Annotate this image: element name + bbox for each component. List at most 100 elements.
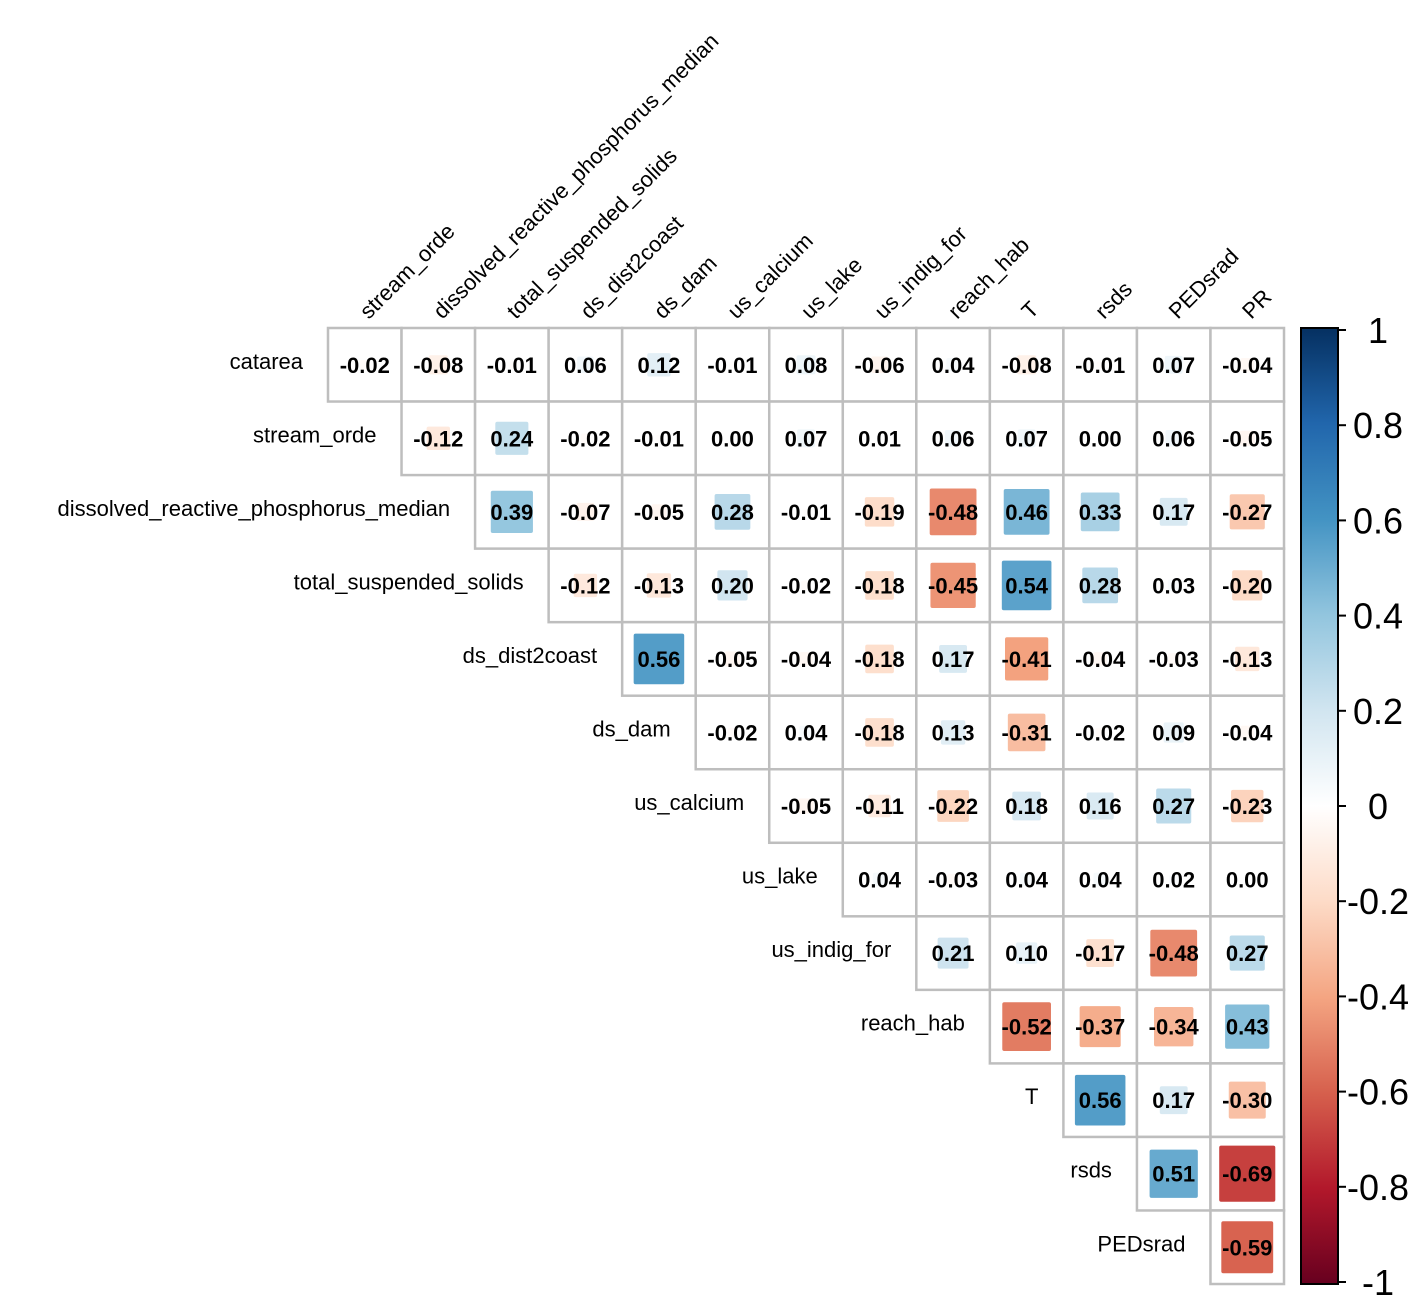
legend-tick-label: 0 — [1368, 786, 1388, 827]
row-label: PEDsrad — [1097, 1231, 1185, 1256]
correlation-square — [1096, 361, 1104, 369]
correlation-square — [1219, 1145, 1276, 1202]
correlation-square — [1163, 722, 1184, 743]
row-label: T — [1025, 1084, 1038, 1109]
cell-value-label: 0.00 — [711, 426, 754, 451]
correlation-square — [714, 493, 751, 530]
cell-value-label: 0.27 — [1226, 941, 1269, 966]
cell-value-label: 0.07 — [785, 426, 828, 451]
cell-value-label: 0.08 — [785, 353, 828, 378]
cell-value-label: -0.59 — [1222, 1235, 1272, 1260]
correlation-square — [865, 644, 894, 674]
cell-value-label: 0.46 — [1005, 500, 1048, 525]
correlation-square — [797, 429, 815, 448]
correlation-square — [490, 490, 533, 533]
cells: -0.02 -0.08 -0.01 0.06 0.12 -0.01 0.08 -0.06 0.0… — [340, 353, 1276, 1274]
cell-value-label: 0.17 — [1152, 1088, 1195, 1113]
correlation-square — [1156, 788, 1192, 824]
legend-colorbar — [1300, 327, 1339, 1285]
correlation-square — [872, 872, 887, 887]
correlation-square — [798, 798, 814, 814]
cell-value-label: 0.33 — [1079, 500, 1122, 525]
legend-tick-label: 0.4 — [1353, 596, 1403, 637]
row-labels: catarea stream_orde dissolved_reactive_pho… — [57, 349, 1185, 1256]
cell-value-label: -0.04 — [1222, 353, 1273, 378]
cell-value-label: -0.34 — [1149, 1015, 1200, 1040]
correlation-square — [428, 355, 448, 375]
cell-value-label: -0.08 — [413, 353, 463, 378]
cell-value-label: -0.13 — [1222, 647, 1272, 672]
row-label: ds_dam — [592, 716, 670, 741]
correlation-square — [1015, 942, 1038, 964]
row-label: us_lake — [742, 864, 818, 889]
correlation-square — [724, 651, 741, 667]
legend-tick-label: -0.8 — [1347, 1167, 1409, 1208]
correlation-square — [929, 488, 977, 536]
cell-value-label: 0.56 — [638, 647, 681, 672]
cell-value-label: -0.04 — [1075, 647, 1126, 672]
row-label: total_suspended_solids — [294, 569, 524, 594]
correlation-square — [1149, 1149, 1198, 1198]
correlation-square — [930, 562, 976, 609]
correlation-square — [1082, 567, 1119, 604]
correlation-square — [802, 508, 810, 516]
column-label: rsds — [1090, 276, 1137, 323]
cell-value-label: -0.03 — [928, 868, 978, 893]
cell-value-label: -0.11 — [855, 794, 904, 819]
cell-value-label: 0.06 — [932, 426, 975, 451]
cell-value-label: -0.05 — [634, 500, 684, 525]
correlation-square — [1080, 492, 1120, 532]
cell-value-label: -0.45 — [928, 573, 978, 598]
cell-value-label: -0.05 — [1222, 426, 1272, 451]
cell-value-label: 0.00 — [1226, 868, 1269, 893]
cell-value-label: -0.06 — [854, 353, 904, 378]
cell-value-label: -0.02 — [1075, 720, 1125, 745]
correlation-square — [1002, 1002, 1051, 1051]
correlation-square — [1012, 791, 1041, 821]
cell-value-label: -0.02 — [560, 426, 610, 451]
cell-value-label: -0.08 — [1002, 353, 1052, 378]
correlation-square — [1095, 727, 1105, 738]
cell-value-label: -0.01 — [1075, 353, 1125, 378]
cell-value-label: -0.48 — [1149, 941, 1199, 966]
correlation-square — [1093, 872, 1107, 887]
correlation-square — [426, 426, 451, 451]
correlation-square — [1017, 355, 1037, 375]
cell-value-label: 0.06 — [1152, 426, 1195, 451]
correlation-square — [1159, 1086, 1188, 1115]
correlation-square — [577, 356, 594, 374]
cell-value-label: -0.48 — [928, 500, 978, 525]
correlation-square — [801, 580, 811, 591]
cell-value-label: -0.31 — [1002, 720, 1052, 745]
cell-value-label: 0.02 — [1152, 868, 1195, 893]
correlation-square — [1150, 929, 1198, 977]
column-label: PR — [1237, 284, 1276, 323]
cell-value-label: 0.54 — [1005, 573, 1049, 598]
row-label: catarea — [230, 349, 304, 374]
column-label: T — [1016, 296, 1043, 323]
cell-value-label: -0.04 — [781, 647, 832, 672]
cell-value-label: 0.18 — [1005, 794, 1048, 819]
cell-value-label: 0.04 — [1079, 868, 1123, 893]
correlation-square — [508, 361, 516, 369]
cell-value-label: 0.13 — [932, 720, 975, 745]
correlation-square — [1229, 494, 1265, 530]
cell-value-label: 0.56 — [1079, 1088, 1122, 1113]
cell-value-label: 0.28 — [1079, 573, 1122, 598]
cell-value-label: 0.01 — [858, 426, 901, 451]
cell-value-label: -0.41 — [1002, 647, 1052, 672]
row-label: reach_hab — [861, 1011, 965, 1036]
grid-cell — [1209, 841, 1286, 918]
cell-value-label: -0.02 — [707, 720, 757, 745]
grid-cell — [915, 915, 992, 992]
correlation-square — [1086, 792, 1114, 820]
cell-value-label: -0.05 — [707, 647, 757, 672]
correlation-square — [1232, 570, 1263, 601]
correlation-square — [1231, 789, 1264, 823]
cell-value-label: 0.00 — [1079, 426, 1122, 451]
cell-value-label: 0.04 — [1005, 868, 1049, 893]
correlation-square — [1225, 1004, 1270, 1049]
column-label: PEDsrad — [1164, 244, 1244, 324]
row-label: dissolved_reactive_phosphorus_median — [57, 496, 450, 521]
